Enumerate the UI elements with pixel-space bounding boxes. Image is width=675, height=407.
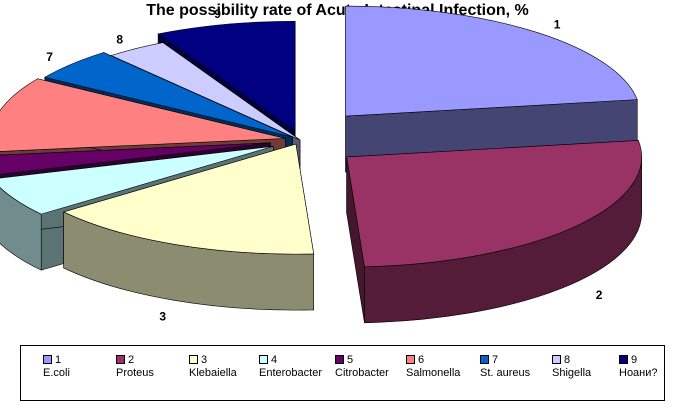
slice-label-3: 3 (159, 309, 166, 323)
legend-number-4: 4 (271, 354, 278, 366)
pie-chart: 123456789 (0, 5, 642, 324)
legend-name-7: St. aureus (480, 367, 531, 379)
legend-number-7: 7 (492, 354, 499, 366)
slice-top-5 (0, 142, 271, 175)
legend-number-9: 9 (631, 354, 638, 366)
slice-top-9 (157, 20, 296, 132)
legend-number-3: 3 (201, 354, 208, 366)
legend-number-6: 6 (418, 354, 425, 366)
legend-number-2: 2 (128, 354, 135, 366)
legend-number-1: 1 (55, 354, 62, 366)
pie-slice-3 (62, 143, 315, 311)
legend-swatch-5 (335, 355, 344, 364)
slice-top-4 (0, 145, 274, 215)
legend-swatch-8 (552, 355, 561, 364)
pie-slice-2 (346, 140, 642, 324)
slice-top-7 (43, 52, 293, 138)
legend-name-2: Proteus (116, 367, 154, 379)
legend-number-5: 5 (347, 354, 354, 366)
legend-swatch-3 (189, 355, 198, 364)
pie-layer (0, 5, 642, 324)
legend-swatch-4 (259, 355, 268, 364)
legend-swatch-2 (116, 355, 125, 364)
legend-swatch-9 (619, 355, 628, 364)
slice-top-8 (110, 42, 301, 141)
slice-label-9: 9 (214, 7, 221, 21)
legend-swatch-7 (480, 355, 489, 364)
legend-name-5: Citrobacter (335, 367, 389, 379)
legend-number-8: 8 (564, 354, 571, 366)
legend-swatch-1 (43, 355, 52, 364)
legend-name-6: Salmonella (406, 367, 461, 379)
legend-swatch-6 (406, 355, 415, 364)
legend-name-1: E.coli (43, 367, 70, 379)
legend-name-8: Shigella (552, 367, 592, 379)
legend-name-9: Ноани? (619, 367, 658, 379)
legend-name-3: Klebaiella (189, 367, 237, 379)
slice-top-1 (345, 5, 638, 117)
chart-legend: 1 E.coli 2 Proteus 3 Klebaiella 4 Enterobacter 5… (20, 345, 665, 401)
slice-label-2: 2 (596, 288, 603, 302)
slice-top-3 (62, 143, 315, 255)
slice-label-7: 7 (46, 50, 53, 64)
legend-name-4: Enterobacter (259, 367, 322, 379)
slice-top-6 (0, 78, 286, 152)
slice-label-8: 8 (116, 32, 123, 46)
slice-label-1: 1 (554, 17, 561, 31)
slice-top-2 (346, 140, 642, 268)
